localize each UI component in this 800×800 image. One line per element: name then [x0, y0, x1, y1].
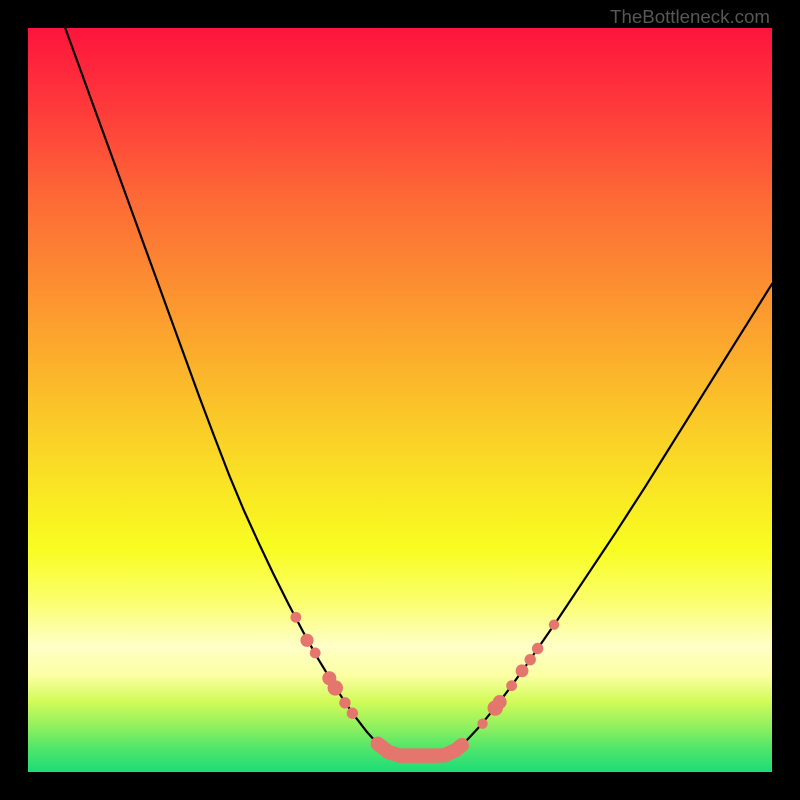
curve-marker — [300, 634, 313, 647]
curve-marker — [516, 664, 529, 677]
curve-marker — [525, 654, 536, 665]
curve-marker — [310, 648, 321, 659]
curve-marker — [506, 680, 517, 691]
watermark-text: TheBottleneck.com — [610, 6, 770, 28]
chart-svg — [0, 0, 800, 800]
plot-gradient-background — [28, 28, 772, 772]
curve-marker — [328, 680, 343, 695]
curve-marker — [347, 708, 358, 719]
curve-marker — [290, 612, 301, 623]
curve-marker — [477, 718, 487, 728]
curve-marker — [493, 695, 507, 709]
curve-marker — [339, 697, 350, 708]
curve-marker — [532, 643, 543, 654]
bottleneck-chart: TheBottleneck.com — [0, 0, 800, 800]
curve-marker — [549, 619, 559, 629]
